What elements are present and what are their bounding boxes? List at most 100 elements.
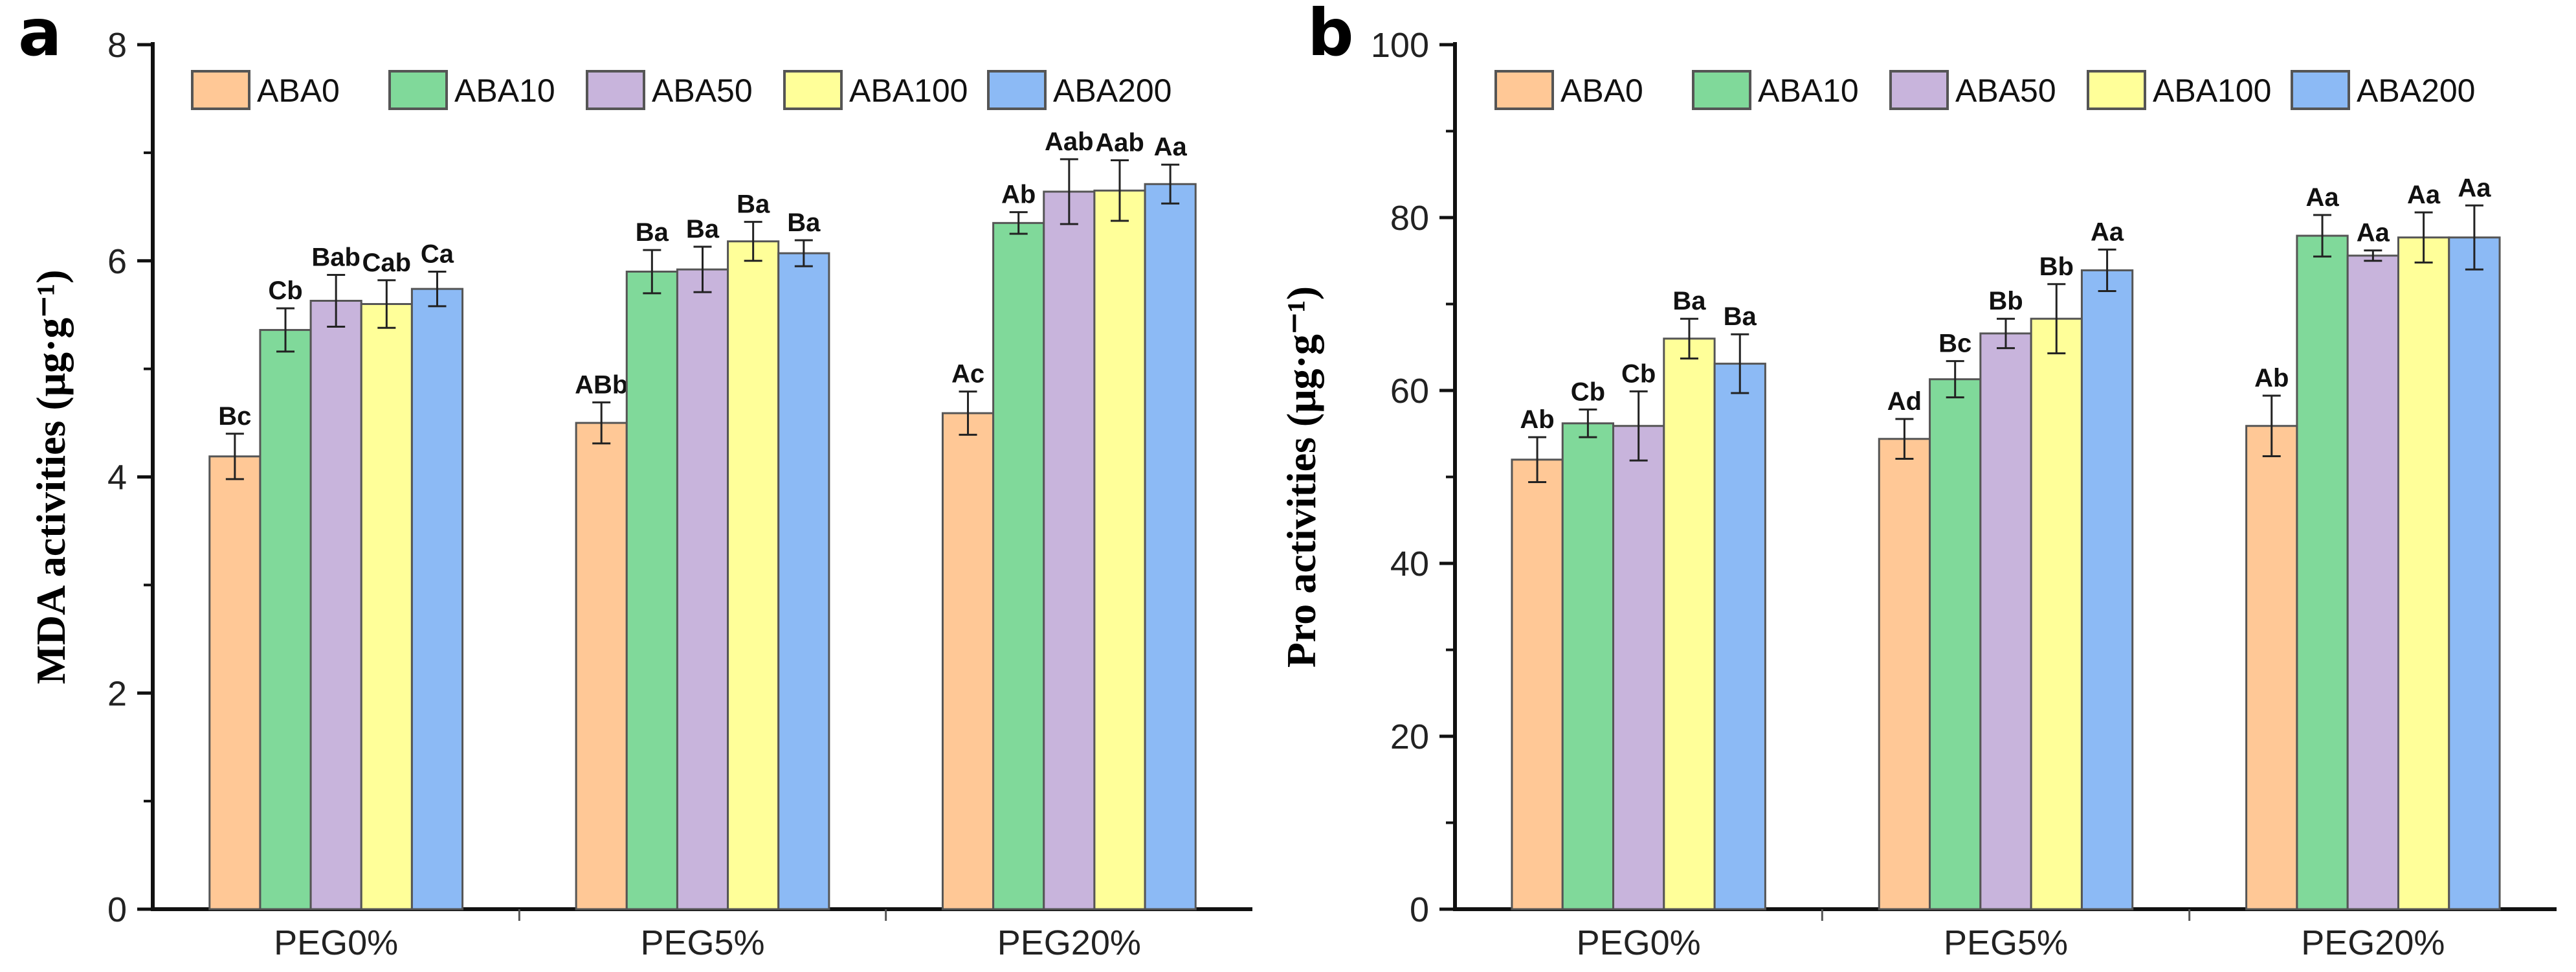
x-tick-label: PEG0% (1577, 923, 1701, 962)
legend-label: ABA200 (2357, 73, 2475, 109)
legend-swatch (1692, 70, 1751, 110)
bar-aba200 (410, 288, 464, 910)
y-tick-label: 60 (1390, 372, 1429, 411)
y-tick-label: 6 (107, 242, 127, 281)
legend-label: ABA0 (257, 73, 340, 109)
significance-label: Cb (268, 277, 302, 305)
legend-item: ABA0 (1494, 70, 1643, 110)
legend: ABA0 ABA10 ABA50 ABA100 ABA200 (1494, 70, 2475, 110)
y-tick-label: 0 (1410, 890, 1429, 929)
bar-aba10 (1561, 422, 1615, 910)
significance-label: Bb (2039, 253, 2074, 281)
legend-item: ABA200 (2291, 70, 2475, 110)
significance-label: Cab (362, 249, 412, 277)
bar-aba50 (1043, 190, 1096, 910)
bar-aba100 (360, 303, 413, 910)
legend-item: ABA50 (586, 70, 753, 110)
legend-item: ABA100 (783, 70, 968, 110)
y-axis-label: Pro activities (μg·g⁻¹) (1278, 286, 1324, 668)
bar-aba50 (2346, 254, 2399, 910)
bar-aba10 (625, 270, 678, 910)
legend-label: ABA10 (1758, 73, 1859, 109)
significance-label: Ca (421, 240, 454, 268)
bar-aba10 (2296, 234, 2349, 910)
chart-panel-b: b Pro activities (μg·g⁻¹) 0 20 40 60 80 100 PEG0… (1278, 0, 2557, 962)
significance-label: Aa (2458, 174, 2491, 202)
x-tick-label: PEG5% (1944, 923, 2068, 962)
significance-label: ABb (575, 370, 628, 399)
legend-swatch (586, 70, 645, 110)
legend-swatch (1494, 70, 1554, 110)
bar-aba50 (1979, 332, 2032, 910)
legend-swatch (2291, 70, 2350, 110)
bar-aba100 (2030, 317, 2083, 910)
chart-panel-a: a MDA activities (μg·g⁻¹) 0 2 4 6 8 PEG0% PEG5% P… (18, 0, 1252, 962)
significance-label: Bc (218, 402, 251, 431)
y-tick-label: 8 (107, 26, 127, 65)
bar-aba10 (259, 329, 312, 910)
legend-swatch (987, 70, 1047, 110)
legend-label: ABA10 (454, 73, 555, 109)
significance-label: Aa (1154, 133, 1188, 161)
x-tick-label: PEG5% (640, 923, 764, 962)
y-tick-label: 2 (107, 674, 127, 713)
bar-aba200 (777, 252, 830, 910)
legend-swatch (2087, 70, 2146, 110)
legend-label: ABA100 (2153, 73, 2271, 109)
significance-label: Ba (1672, 287, 1706, 315)
significance-label: Ba (737, 190, 770, 219)
bar-aba0 (575, 422, 628, 910)
significance-label: Aa (2407, 181, 2441, 209)
significance-label: Bab (311, 243, 361, 271)
panel-letter: b (1307, 0, 1354, 71)
significance-label: Ba (636, 218, 669, 247)
legend-label: ABA50 (1955, 73, 2056, 109)
legend-label: ABA0 (1560, 73, 1643, 109)
legend-item: ABA10 (388, 70, 555, 110)
bar-aba200 (2080, 269, 2134, 910)
bar-aba100 (2397, 236, 2450, 910)
significance-label: Ba (686, 215, 720, 243)
significance-label: Ad (1887, 387, 1922, 416)
legend-swatch (191, 70, 250, 110)
x-tick-label: PEG20% (2301, 923, 2445, 962)
bar-aba50 (309, 299, 362, 910)
legend: ABA0 ABA10 ABA50 ABA100 ABA200 (191, 70, 1171, 110)
significance-label: Ab (1001, 181, 1036, 209)
bar-aba0 (1511, 458, 1564, 910)
y-tick-label: 0 (107, 890, 127, 929)
y-tick-label: 40 (1390, 545, 1429, 583)
significance-label: Cb (1621, 359, 1656, 388)
significance-label: Cb (1571, 378, 1605, 406)
significance-label: Bb (1988, 287, 2023, 315)
y-tick-label: 4 (107, 458, 127, 497)
significance-label: Aa (2091, 218, 2124, 246)
legend-item: ABA200 (987, 70, 1171, 110)
significance-label: Ab (2254, 364, 2289, 392)
legend-label: ABA200 (1053, 73, 1171, 109)
bar-aba10 (992, 221, 1045, 910)
legend-swatch (388, 70, 448, 110)
bar-aba100 (1093, 189, 1146, 910)
significance-label: Aab (1095, 129, 1144, 157)
bar-aba200 (1144, 183, 1197, 910)
significance-label: Ba (787, 209, 821, 237)
y-tick-label: 100 (1371, 26, 1429, 65)
legend-item: ABA100 (2087, 70, 2271, 110)
bar-aba50 (676, 268, 729, 910)
significance-label: Aab (1045, 128, 1094, 156)
bar-aba100 (727, 240, 780, 910)
bar-aba100 (1663, 337, 1716, 910)
bar-aba10 (1929, 378, 1982, 910)
legend-label: ABA100 (849, 73, 968, 109)
bar-aba0 (208, 455, 261, 910)
significance-label: Ac (951, 360, 984, 389)
significance-label: Bc (1938, 330, 1971, 358)
legend-swatch (783, 70, 843, 110)
bar-aba0 (1878, 438, 1931, 910)
significance-label: Ba (1724, 302, 1757, 331)
bar-aba200 (2448, 236, 2501, 910)
legend-swatch (1889, 70, 1949, 110)
y-axis-label: MDA activities (μg·g⁻¹) (28, 269, 74, 684)
